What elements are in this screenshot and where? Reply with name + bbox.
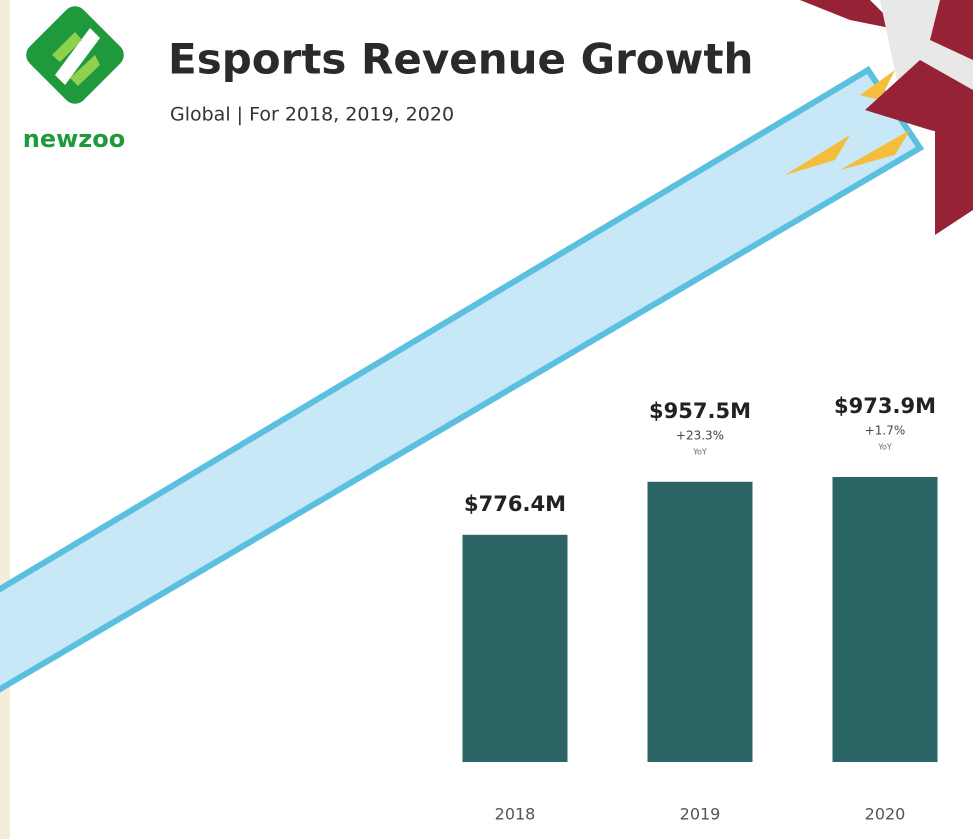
growth-label: +1.7% xyxy=(865,424,906,438)
x-tick-label: 2020 xyxy=(865,805,906,824)
x-tick-label: 2018 xyxy=(495,805,536,824)
value-label: $957.5M xyxy=(649,399,751,423)
value-label: $973.9M xyxy=(834,394,936,418)
value-label: $776.4M xyxy=(464,492,566,516)
rocket-flames xyxy=(785,70,910,175)
growth-label: +23.3% xyxy=(676,428,724,442)
side-strip xyxy=(0,0,10,839)
logo-text: newzoo xyxy=(23,125,125,153)
bar xyxy=(832,477,938,762)
chart-title: Esports Revenue Growth xyxy=(168,35,753,84)
rocket-trail xyxy=(0,65,925,693)
chart-subtitle: Global | For 2018, 2019, 2020 xyxy=(170,104,454,126)
x-tick-label: 2019 xyxy=(680,805,721,824)
bar xyxy=(647,481,753,762)
logo-mark xyxy=(26,6,124,104)
growth-unit: YoY xyxy=(692,447,707,456)
growth-unit: YoY xyxy=(877,443,892,452)
rocket xyxy=(800,0,973,235)
bar xyxy=(462,534,568,762)
